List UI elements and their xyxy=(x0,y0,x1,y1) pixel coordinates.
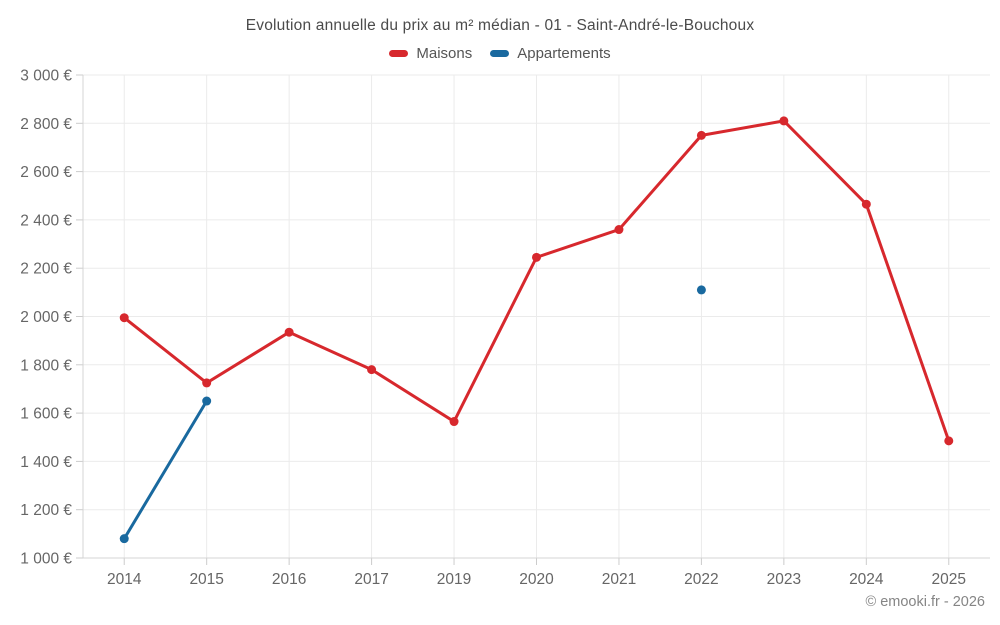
y-axis-label: 2 200 € xyxy=(20,261,72,278)
x-axis-label: 2015 xyxy=(189,571,223,588)
y-axis-label: 2 800 € xyxy=(20,116,72,133)
chart-title: Evolution annuelle du prix au m² médian … xyxy=(245,17,755,34)
data-point-maisons-2015[interactable] xyxy=(202,378,212,388)
series-line-appartements xyxy=(122,399,209,541)
data-point-maisons-2021[interactable] xyxy=(614,225,624,235)
x-axis-label: 2025 xyxy=(932,571,966,588)
x-axis-label: 2023 xyxy=(767,571,801,588)
data-point-maisons-2023[interactable] xyxy=(779,116,789,126)
y-axis-label: 3 000 € xyxy=(20,68,72,85)
legend-label: Maisons xyxy=(416,45,473,62)
legend: Maisons Appartements xyxy=(0,45,1000,62)
data-point-maisons-2019[interactable] xyxy=(449,417,459,427)
data-point-maisons-2014[interactable] xyxy=(119,313,129,323)
y-axis-label: 1 200 € xyxy=(20,502,72,519)
x-axis-label: 2022 xyxy=(684,571,718,588)
y-axis-label: 1 800 € xyxy=(20,357,72,374)
x-axis-label: 2016 xyxy=(272,571,306,588)
data-point-maisons-2024[interactable] xyxy=(861,199,871,209)
x-axis-label: 2021 xyxy=(602,571,636,588)
x-axis-label: 2017 xyxy=(354,571,388,588)
data-point-maisons-2020[interactable] xyxy=(532,252,541,262)
x-axis-label: 2024 xyxy=(849,571,884,588)
data-point-appartements-2015[interactable] xyxy=(202,396,212,406)
x-axis-label: 2019 xyxy=(437,571,471,588)
data-point-maisons-2017[interactable] xyxy=(367,365,377,375)
data-point-appartements-2022[interactable] xyxy=(696,285,706,295)
y-axis-label: 1 400 € xyxy=(20,454,72,471)
legend-label: Appartements xyxy=(517,45,611,62)
y-axis-label: 1 000 € xyxy=(20,551,72,568)
data-point-maisons-2016[interactable] xyxy=(284,327,294,337)
y-axis-label: 2 400 € xyxy=(20,212,72,229)
footer-credit-link[interactable]: © emooki.fr - 2026 xyxy=(865,594,985,610)
y-axis-label: 1 600 € xyxy=(20,406,72,423)
data-point-maisons-2022[interactable] xyxy=(696,130,706,140)
data-point-appartements-2014[interactable] xyxy=(119,534,129,544)
legend-swatch-appartements xyxy=(490,50,510,57)
legend-item-maisons[interactable]: Maisons xyxy=(389,45,472,62)
data-point-maisons-2025[interactable] xyxy=(944,436,954,446)
y-axis-label: 2 000 € xyxy=(20,309,72,326)
legend-swatch-maisons xyxy=(389,50,409,57)
legend-item-appartements[interactable]: Appartements xyxy=(490,45,611,62)
x-axis-label: 2020 xyxy=(519,571,554,588)
y-axis-label: 2 600 € xyxy=(20,164,72,181)
x-axis-label: 2014 xyxy=(107,571,142,588)
